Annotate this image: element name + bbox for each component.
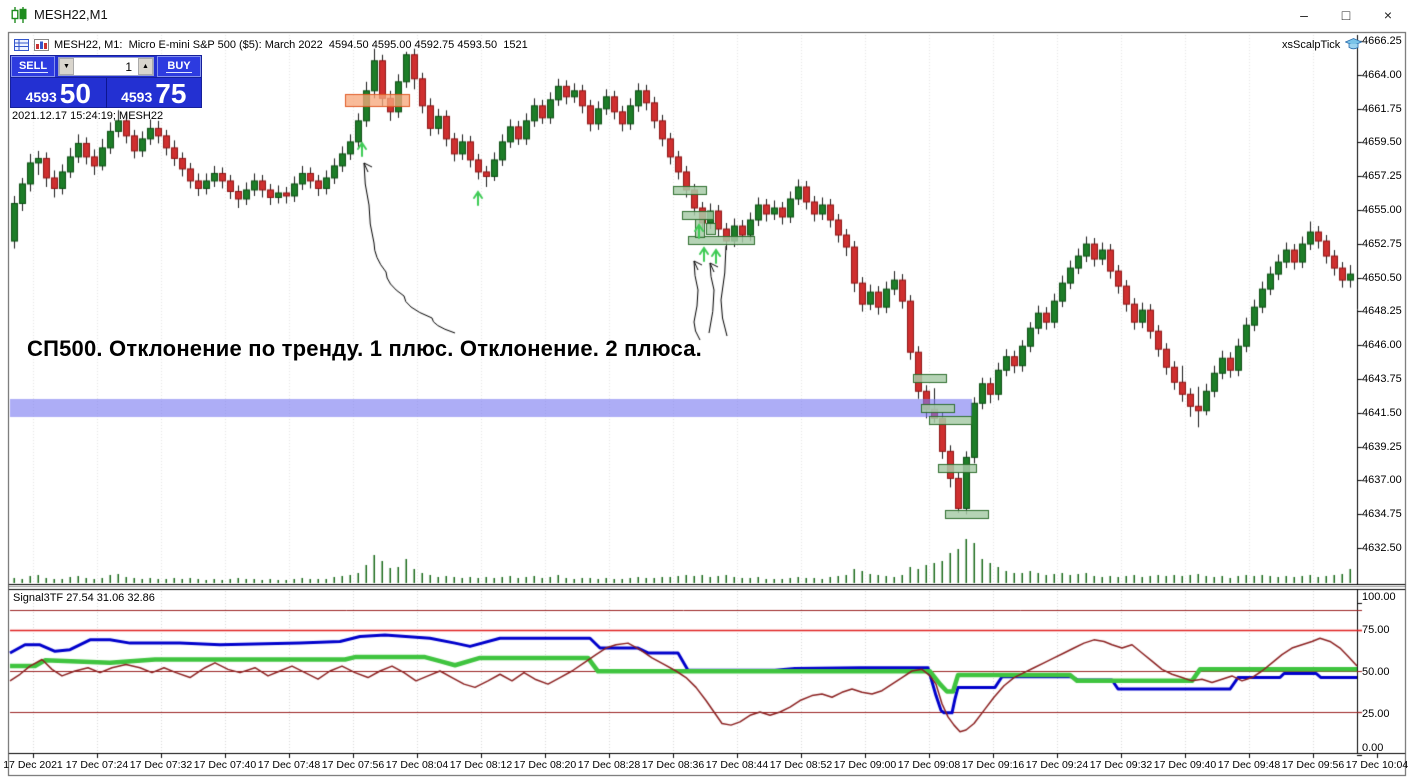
sell-price-fraction: 50: [59, 77, 91, 109]
terminal-logo-candles-icon: [11, 7, 27, 23]
time-axis-label: 17 Dec 08:44: [705, 759, 769, 771]
price-axis-label: 4661.75: [1362, 103, 1402, 115]
time-axis-label: 17 Dec 09:56: [1281, 759, 1345, 771]
sell-button[interactable]: SELL: [11, 56, 55, 77]
maximize-button[interactable]: □: [1341, 7, 1351, 23]
price-axis-label: 4646.00: [1362, 339, 1402, 351]
server-timestamp: 2021.12.17 15:24:19; MESH22: [12, 110, 164, 122]
price-axis-label: 4634.75: [1362, 508, 1402, 520]
title-bar: MESH22,M1 – □ ×: [0, 0, 1413, 30]
time-axis-label: 17 Dec 09:00: [833, 759, 897, 771]
quantity-stepper: ▼ ▲: [58, 57, 154, 76]
symbol-info-text: MESH22, M1: Micro E-mini S&P 500 ($5): M…: [54, 39, 528, 51]
chart-annotation-text: СП500. Отклонение по тренду. 1 плюс. Отк…: [27, 336, 702, 361]
buy-price-big-figure: 4593: [121, 89, 153, 105]
price-axis-label: 4659.50: [1362, 136, 1402, 148]
quotes-table-icon[interactable]: [14, 39, 29, 51]
indicator-axis-label: 50.00: [1362, 666, 1390, 678]
time-axis-label: 17 Dec 08:04: [385, 759, 449, 771]
chart-window-icon[interactable]: [34, 39, 49, 51]
time-axis-label: 17 Dec 09:16: [961, 759, 1025, 771]
time-axis-label: 17 Dec 08:28: [577, 759, 641, 771]
price-axis-label: 4641.50: [1362, 407, 1402, 419]
time-axis-label: 17 Dec 09:40: [1153, 759, 1217, 771]
time-axis-label: 17 Dec 09:32: [1089, 759, 1153, 771]
scalp-tool-label: xsScalpTick: [1282, 38, 1363, 51]
price-axis-label: 4639.25: [1362, 441, 1402, 453]
indicator-header: Signal3TF 27.54 31.06 32.86: [13, 592, 155, 604]
indicator-axis-label: 100.00: [1362, 591, 1396, 603]
price-axis-label: 4643.75: [1362, 373, 1402, 385]
time-axis-label: 17 Dec 10:04: [1345, 759, 1409, 771]
time-axis-label: 17 Dec 09:24: [1025, 759, 1089, 771]
quantity-increase-button[interactable]: ▲: [138, 58, 153, 75]
price-axis-label: 4648.25: [1362, 305, 1402, 317]
buy-price-tile[interactable]: 4593 75: [107, 78, 202, 108]
chart-header: MESH22, M1: Micro E-mini S&P 500 ($5): M…: [14, 38, 528, 52]
sell-price-tile[interactable]: 4593 50: [11, 78, 107, 108]
buy-price-fraction: 75: [155, 77, 187, 109]
indicator-axis-label: 25.00: [1362, 708, 1390, 720]
time-axis-label: 17 Dec 07:40: [193, 759, 257, 771]
price-axis-label: 4652.75: [1362, 238, 1402, 250]
quantity-input[interactable]: [74, 58, 138, 75]
time-axis-label: 17 Dec 07:48: [257, 759, 321, 771]
price-axis-label: 4664.00: [1362, 69, 1402, 81]
time-axis-label: 17 Dec 08:36: [641, 759, 705, 771]
price-axis-label: 4637.00: [1362, 474, 1402, 486]
price-axis-label: 4632.50: [1362, 542, 1402, 554]
price-axis-label: 4655.00: [1362, 204, 1402, 216]
quantity-decrease-button[interactable]: ▼: [59, 58, 74, 75]
time-axis-label: 17 Dec 2021: [3, 759, 63, 771]
window-title: MESH22,M1: [34, 7, 108, 22]
time-axis-label: 17 Dec 08:52: [769, 759, 833, 771]
price-axis-label: 4650.50: [1362, 272, 1402, 284]
scalp-tool-name: xsScalpTick: [1282, 38, 1341, 51]
indicator-axis-label: 75.00: [1362, 624, 1390, 636]
time-axis-label: 17 Dec 09:08: [897, 759, 961, 771]
time-axis-label: 17 Dec 09:48: [1217, 759, 1281, 771]
indicator-axis-label: 0.00: [1362, 742, 1384, 754]
time-axis-label: 17 Dec 08:20: [513, 759, 577, 771]
buy-button[interactable]: BUY: [157, 56, 201, 77]
price-axis-label: 4657.25: [1362, 170, 1402, 182]
time-axis-label: 17 Dec 07:24: [65, 759, 129, 771]
minimize-button[interactable]: –: [1300, 7, 1308, 23]
price-axis-label: 4666.25: [1362, 35, 1402, 47]
time-axis-label: 17 Dec 07:56: [321, 759, 385, 771]
time-axis-label: 17 Dec 08:12: [449, 759, 513, 771]
close-button[interactable]: ×: [1383, 7, 1393, 23]
time-axis-label: 17 Dec 07:32: [129, 759, 193, 771]
trade-panel: SELL ▼ ▲ BUY 4593 50 4593 75: [10, 55, 202, 108]
sell-price-big-figure: 4593: [25, 89, 57, 105]
graduation-cap-icon: [1345, 38, 1363, 50]
